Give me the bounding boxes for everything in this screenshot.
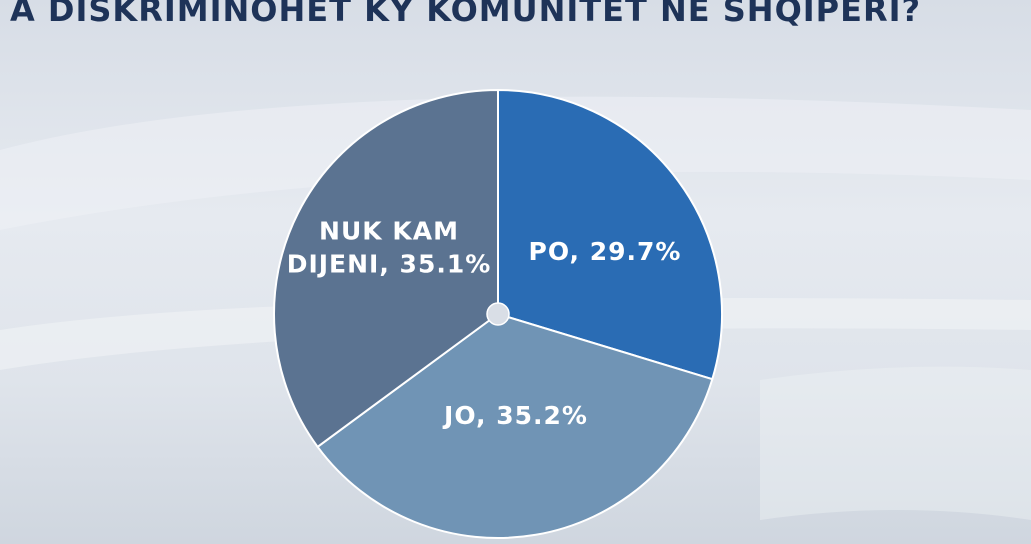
chart-title: A DISKRIMINOHET KY KOMUNITET NË SHQIPËRI… bbox=[10, 0, 922, 29]
pie-slice-po bbox=[497, 88, 723, 381]
pie-slice-jo bbox=[316, 312, 714, 539]
center-dot bbox=[486, 302, 510, 326]
slice-label-po: PO, 29.7% bbox=[529, 237, 682, 266]
slice-label-nuk-kam-dijeni: NUK KAM DIJENI, 35.1% bbox=[287, 217, 492, 279]
slice-label-jo: JO, 35.2% bbox=[442, 401, 588, 430]
pie-slice-nuk-kam-dijeni bbox=[273, 88, 499, 449]
